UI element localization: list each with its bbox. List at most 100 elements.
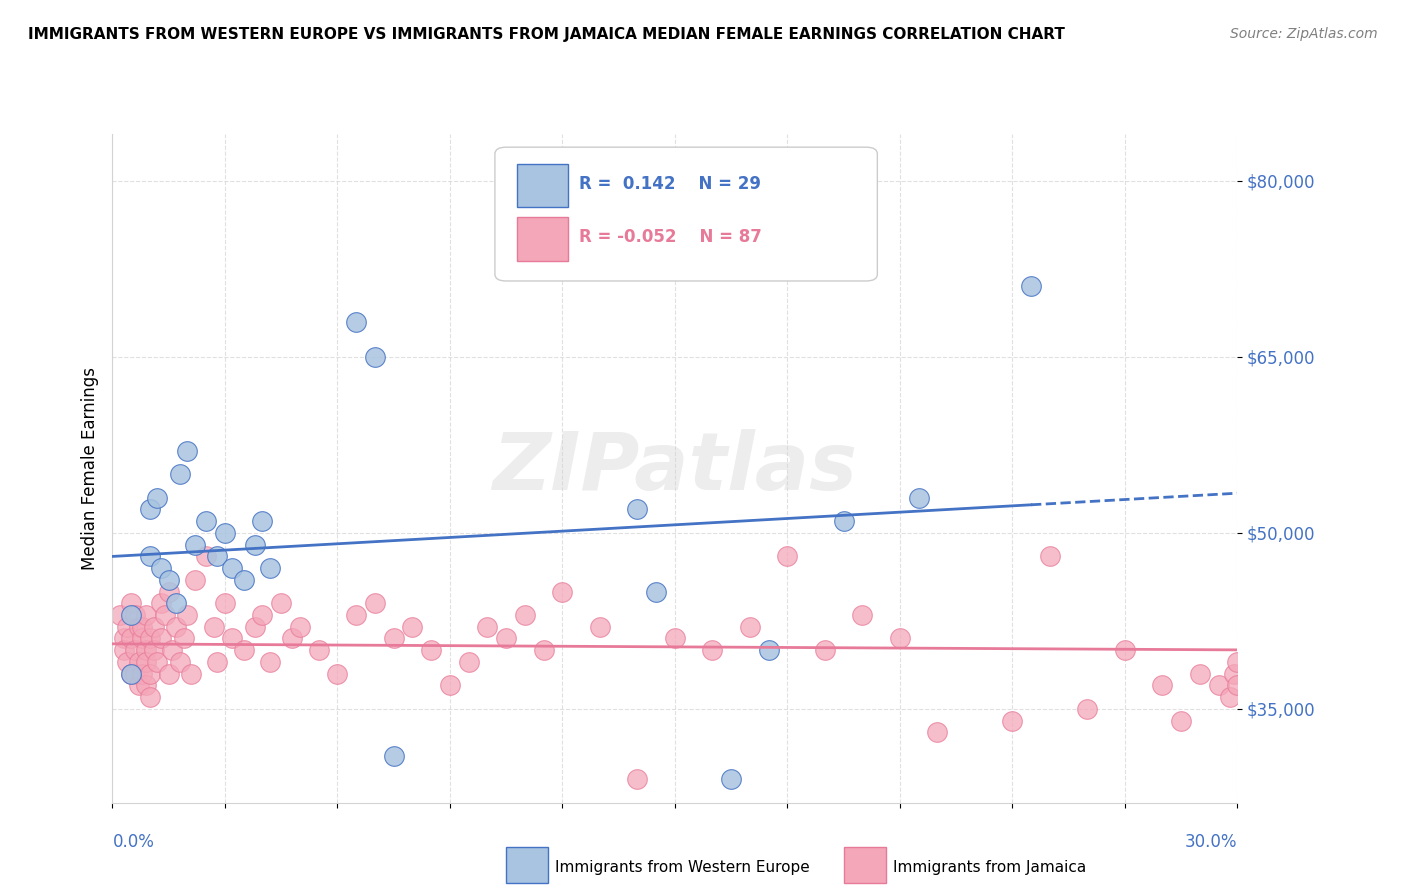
Point: [131, 620, 153, 634]
Point: [720, 772, 742, 787]
Text: R =  0.142    N = 29: R = 0.142 N = 29: [579, 175, 761, 193]
Point: [150, 561, 173, 575]
Point: [589, 620, 612, 634]
Point: [270, 596, 292, 610]
Point: [702, 643, 724, 657]
Point: [120, 596, 142, 610]
Point: [139, 502, 162, 516]
Point: [1001, 714, 1024, 728]
Point: [180, 666, 202, 681]
Point: [176, 443, 198, 458]
Point: [664, 632, 686, 646]
Point: [120, 666, 142, 681]
Point: [112, 643, 135, 657]
Point: [626, 772, 648, 787]
Point: [207, 655, 229, 669]
Point: [150, 632, 173, 646]
Point: [124, 607, 146, 622]
Point: [889, 632, 911, 646]
Point: [139, 666, 162, 681]
Point: [326, 666, 349, 681]
Point: [243, 538, 266, 552]
Point: [439, 678, 461, 692]
FancyBboxPatch shape: [495, 147, 877, 281]
Point: [139, 632, 162, 646]
Point: [259, 561, 281, 575]
Point: [626, 502, 648, 516]
Point: [288, 620, 311, 634]
Point: [1208, 678, 1230, 692]
Point: [142, 620, 165, 634]
Point: [259, 655, 281, 669]
Point: [513, 607, 536, 622]
Text: IMMIGRANTS FROM WESTERN EUROPE VS IMMIGRANTS FROM JAMAICA MEDIAN FEMALE EARNINGS: IMMIGRANTS FROM WESTERN EUROPE VS IMMIGR…: [28, 27, 1064, 42]
Point: [184, 573, 207, 587]
Point: [1152, 678, 1174, 692]
Point: [135, 643, 157, 657]
Point: [232, 573, 254, 587]
Point: [128, 620, 150, 634]
Point: [533, 643, 555, 657]
Point: [1076, 702, 1098, 716]
Point: [135, 607, 157, 622]
Point: [117, 655, 139, 669]
Text: ZIPatlas: ZIPatlas: [492, 429, 858, 508]
Point: [173, 632, 195, 646]
Point: [1222, 666, 1244, 681]
Point: [165, 620, 187, 634]
Point: [150, 596, 173, 610]
Bar: [517, 164, 568, 208]
Point: [645, 584, 668, 599]
Point: [142, 643, 165, 657]
Point: [851, 607, 873, 622]
Point: [1226, 678, 1249, 692]
Point: [128, 678, 150, 692]
Point: [214, 596, 236, 610]
Point: [124, 666, 146, 681]
Point: [420, 643, 443, 657]
Point: [382, 632, 405, 646]
Point: [758, 643, 780, 657]
Point: [1019, 279, 1042, 293]
Point: [382, 748, 405, 763]
Point: [232, 643, 254, 657]
Point: [117, 620, 139, 634]
Point: [308, 643, 330, 657]
Point: [139, 690, 162, 705]
Point: [344, 607, 367, 622]
Point: [252, 514, 274, 528]
Point: [832, 514, 855, 528]
Point: [153, 607, 176, 622]
Point: [169, 467, 191, 482]
Point: [1039, 549, 1062, 564]
Bar: [517, 218, 568, 261]
Point: [738, 620, 761, 634]
Point: [1219, 690, 1241, 705]
Point: [401, 620, 423, 634]
Point: [214, 525, 236, 540]
Point: [120, 607, 142, 622]
Point: [814, 643, 837, 657]
Point: [176, 607, 198, 622]
Point: [120, 666, 142, 681]
Point: [184, 538, 207, 552]
Text: R = -0.052    N = 87: R = -0.052 N = 87: [579, 228, 762, 246]
Point: [112, 632, 135, 646]
Point: [202, 620, 225, 634]
Y-axis label: Median Female Earnings: Median Female Earnings: [80, 367, 98, 570]
Text: 0.0%: 0.0%: [112, 833, 155, 851]
Point: [927, 725, 949, 739]
Point: [120, 632, 142, 646]
Point: [131, 666, 153, 681]
Point: [243, 620, 266, 634]
Point: [221, 632, 243, 646]
Point: [131, 632, 153, 646]
Point: [165, 596, 187, 610]
Point: [551, 584, 574, 599]
Point: [252, 607, 274, 622]
Point: [1226, 655, 1249, 669]
Point: [221, 561, 243, 575]
Point: [162, 643, 184, 657]
Point: [495, 632, 517, 646]
Point: [364, 350, 387, 364]
